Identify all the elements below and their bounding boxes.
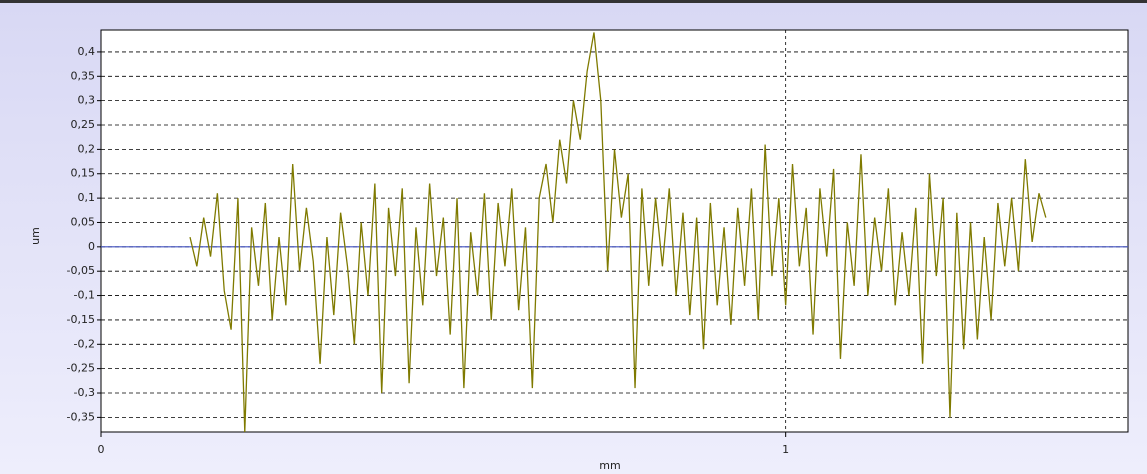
y-tick-label: 0 <box>88 240 95 253</box>
y-tick-label: -0,05 <box>67 264 95 277</box>
plot-area <box>100 29 1129 433</box>
y-tick-label: -0,35 <box>67 410 95 423</box>
y-tick-label: 0,25 <box>71 118 96 131</box>
y-axis-label: um <box>29 227 42 245</box>
y-tick-label: 0,3 <box>78 94 96 107</box>
x-axis-label: mm <box>599 459 620 472</box>
y-tick-label: 0,1 <box>78 191 96 204</box>
y-tick-label: -0,25 <box>67 362 95 375</box>
y-tick-label: 0,05 <box>71 215 96 228</box>
y-tick-label: 0,2 <box>78 142 96 155</box>
y-tick-label: 0,4 <box>78 45 96 58</box>
y-tick-label: -0,2 <box>74 337 95 350</box>
y-tick-label: 0,35 <box>71 69 96 82</box>
y-tick-label: -0,15 <box>67 313 95 326</box>
y-tick-label: -0,1 <box>74 289 95 302</box>
top-border <box>0 0 1147 3</box>
y-tick-label: -0,3 <box>74 386 95 399</box>
y-tick-label: 0,15 <box>71 167 96 180</box>
x-tick-label: 1 <box>782 443 789 456</box>
x-tick-label: 0 <box>98 443 105 456</box>
profile-line <box>189 32 1047 433</box>
